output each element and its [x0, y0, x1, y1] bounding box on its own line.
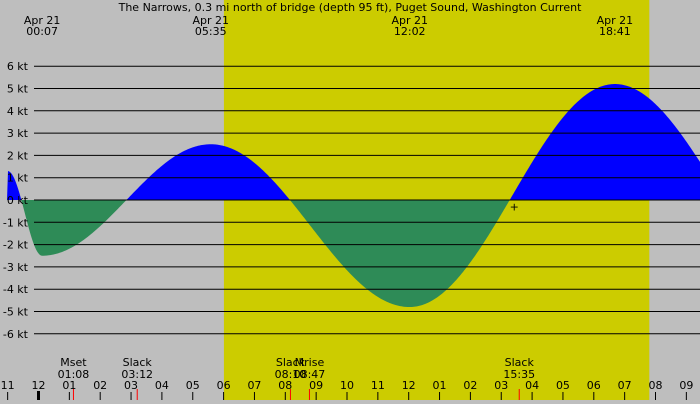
- bottom-event-label: Mrise: [295, 356, 325, 369]
- x-tick-label: 05: [186, 379, 200, 392]
- bottom-event-time: 01:08: [58, 368, 90, 381]
- x-tick-label: 09: [679, 379, 693, 392]
- event-date-label: Apr 21: [597, 14, 634, 27]
- x-tick-label: 11: [1, 379, 15, 392]
- bottom-event-label: Slack: [505, 356, 535, 369]
- chart-title: The Narrows, 0.3 mi north of bridge (dep…: [118, 1, 582, 14]
- y-tick-label: 2 kt: [7, 149, 29, 162]
- event-date-label: Apr 21: [391, 14, 428, 27]
- y-tick-label: -6 kt: [3, 328, 29, 341]
- x-tick-label: 02: [93, 379, 107, 392]
- x-tick-label: 01: [433, 379, 447, 392]
- x-tick-label: 08: [649, 379, 663, 392]
- y-tick-label: -5 kt: [3, 306, 29, 319]
- x-tick-label: 10: [340, 379, 354, 392]
- event-time-label: 18:41: [599, 25, 631, 38]
- bottom-event-time: 08:47: [294, 368, 326, 381]
- y-tick-label: 5 kt: [7, 83, 29, 96]
- bottom-event-label: Slack: [276, 356, 306, 369]
- y-tick-label: 4 kt: [7, 105, 29, 118]
- bottom-event-label: Mset: [60, 356, 87, 369]
- event-date-label: Apr 21: [24, 14, 61, 27]
- x-tick-label: 01: [62, 379, 76, 392]
- x-tick-label: 12: [402, 379, 416, 392]
- x-tick-label: 12: [32, 379, 46, 392]
- bottom-event-label: Slack: [123, 356, 153, 369]
- x-tick-label: 02: [463, 379, 477, 392]
- y-tick-label: -1 kt: [3, 216, 29, 229]
- current-time-marker: +: [510, 201, 519, 214]
- bottom-event-time: 15:35: [503, 368, 535, 381]
- x-tick-label: 03: [124, 379, 138, 392]
- x-tick-label: 07: [618, 379, 632, 392]
- event-time-label: 05:35: [195, 25, 227, 38]
- x-tick-label: 03: [494, 379, 508, 392]
- y-tick-label: 1 kt: [7, 172, 29, 185]
- x-tick-label: 04: [525, 379, 539, 392]
- y-tick-label: 6 kt: [7, 60, 29, 73]
- ebb-current-area: [0, 200, 700, 308]
- x-tick-label: 05: [556, 379, 570, 392]
- bottom-event-time: 03:12: [121, 368, 153, 381]
- x-tick-label: 07: [247, 379, 261, 392]
- y-tick-label: 3 kt: [7, 127, 29, 140]
- x-tick-label: 06: [217, 379, 231, 392]
- bottom-event-time: 08:10: [275, 368, 307, 381]
- x-tick-label: 09: [309, 379, 323, 392]
- event-time-label: 12:02: [394, 25, 426, 38]
- x-tick-label: 04: [155, 379, 169, 392]
- y-tick-label: -3 kt: [3, 261, 29, 274]
- x-tick-label: 08: [278, 379, 292, 392]
- y-tick-label: -4 kt: [3, 283, 29, 296]
- x-tick-label: 11: [371, 379, 385, 392]
- y-tick-label: -2 kt: [3, 239, 29, 252]
- event-time-label: 00:07: [26, 25, 58, 38]
- y-tick-label: 0 kt: [7, 194, 29, 207]
- flood-current-area: [0, 84, 700, 200]
- event-date-label: Apr 21: [192, 14, 229, 27]
- x-tick-label: 06: [587, 379, 601, 392]
